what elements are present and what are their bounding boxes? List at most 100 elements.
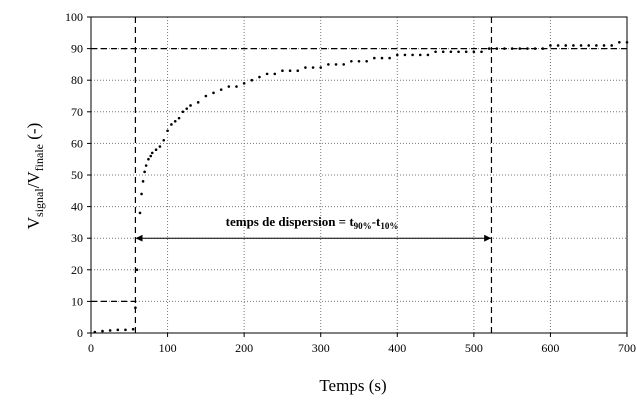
data-point [342,63,345,66]
data-point [549,44,552,47]
data-point [212,91,215,95]
data-point [185,107,189,110]
data-point [610,44,613,47]
data-point [281,69,284,73]
data-point [311,66,315,69]
data-point [357,59,361,63]
data-point [154,148,158,152]
data-point [196,101,200,104]
data-point [618,40,621,44]
data-point [135,268,139,272]
x-axis-label: Temps (s) [319,376,386,395]
y-tick-label: 100 [65,10,83,24]
y-tick-label: 60 [71,136,83,150]
x-tick-label: 700 [618,341,636,355]
data-point [101,329,104,333]
data-point [204,94,208,98]
y-tick-label: 80 [71,73,83,87]
dispersion-label: temps de dispersion = t90%-t10% [226,214,399,231]
data-point [173,119,177,123]
data-point [149,154,153,158]
data-point [131,327,135,331]
data-point [181,110,185,114]
data-point [177,116,181,120]
data-point [116,328,120,332]
data-point [143,170,146,174]
data-point [141,180,145,183]
data-point [227,85,231,88]
data-points [93,40,629,334]
data-point [242,82,246,85]
data-point [579,44,583,47]
x-tick-label: 400 [388,341,406,355]
data-point [380,56,384,60]
data-point [334,63,338,66]
y-tick-label: 70 [71,105,83,119]
data-point [572,44,575,47]
data-point [319,66,323,69]
data-point [273,72,277,76]
y-tick-label: 40 [71,200,83,214]
data-point [373,56,376,60]
x-tick-label: 100 [159,341,177,355]
data-point [602,44,606,47]
data-point [166,129,169,133]
data-point [138,211,142,215]
y-tick-label: 30 [71,231,83,245]
data-point [395,53,399,57]
x-tick-label: 300 [312,341,330,355]
data-point [388,56,391,60]
data-point [426,53,430,57]
data-point [296,69,300,73]
data-point [258,75,261,79]
grid-lines [91,17,627,333]
data-point [595,44,598,47]
data-point [219,88,223,91]
x-tick-label: 500 [465,341,483,355]
data-point [124,328,127,332]
y-tick-label: 90 [71,42,83,56]
data-point [434,50,437,54]
data-point [250,78,254,82]
y-tick-label: 0 [77,326,83,340]
y-tick-label: 20 [71,263,83,277]
guide-lines [91,17,627,333]
data-point [480,50,483,54]
data-point [140,192,143,196]
data-point [418,53,422,57]
x-tick-label: 600 [541,341,559,355]
data-point [556,44,560,47]
data-point [518,47,522,50]
y-axis-label: Vsignal/Vfinale (-) [24,123,46,230]
x-tick-label: 0 [88,341,94,355]
data-point [587,44,591,47]
data-point [441,50,445,54]
data-point [564,44,568,47]
y-tick-label: 50 [71,168,83,182]
data-point [464,50,468,54]
data-point [265,72,269,76]
data-point [162,138,166,142]
data-point [144,164,148,167]
data-point [108,329,112,332]
data-point [449,50,453,54]
data-point [457,50,460,54]
data-point [189,104,192,107]
data-point [170,123,173,126]
data-point [147,157,150,161]
data-point [235,85,238,88]
data-point [350,59,353,63]
data-point [288,69,292,73]
x-tick-label: 200 [235,341,253,355]
axis-ticks: 0 100 200 300 400 500 600 700 0 10 20 30 40 50 60 70 80 9… [65,10,636,355]
data-point [403,53,407,57]
data-point [158,145,162,148]
data-point [150,151,154,155]
data-point [487,47,491,50]
y-tick-label: 10 [71,294,83,308]
data-point [526,47,529,50]
data-point [327,63,330,66]
data-point [411,53,414,57]
data-point [365,59,368,63]
